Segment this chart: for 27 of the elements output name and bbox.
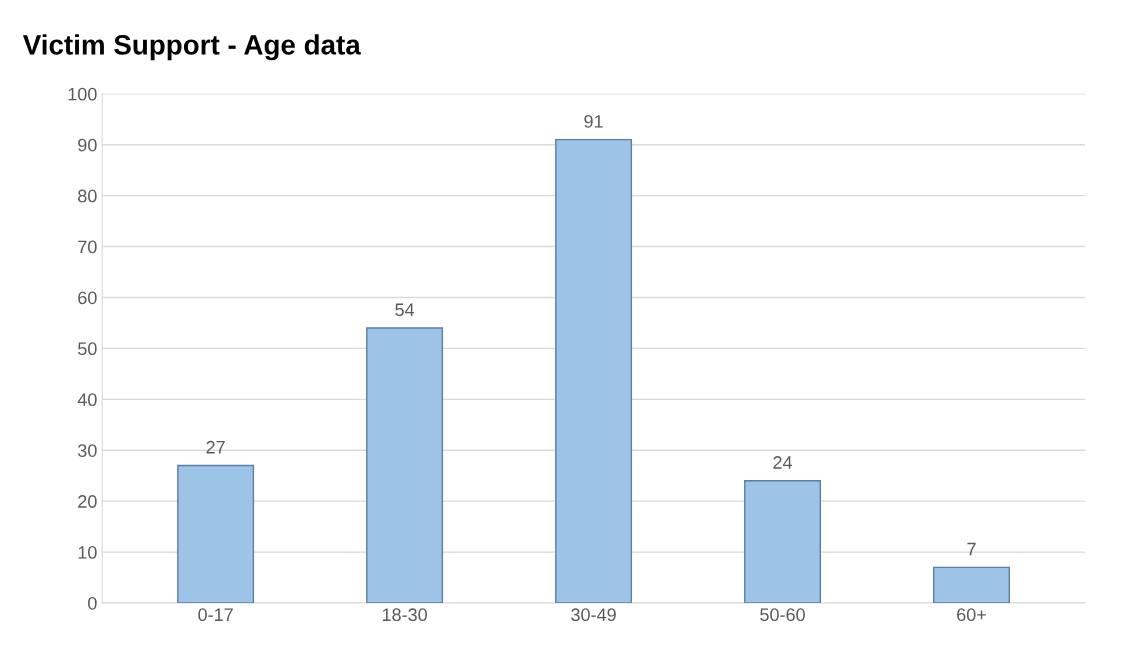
x-tick-label: 30-49 (571, 608, 616, 622)
x-tick-label: 60+ (957, 608, 986, 622)
data-label: 27 (206, 440, 225, 454)
data-label: 7 (967, 542, 976, 556)
chart-title: Victim Support - Age data (22, 34, 361, 61)
bar (366, 327, 444, 603)
y-tick-label: 70 (78, 240, 97, 254)
x-tick-label: 0-17 (198, 608, 233, 622)
data-label: 24 (773, 456, 793, 469)
y-tick-label: 50 (78, 342, 97, 356)
bar (177, 464, 255, 603)
y-tick-label: 30 (77, 444, 97, 457)
data-label: 91 (584, 114, 603, 128)
y-tick-label: 0 (88, 596, 97, 610)
y-tick-label: 10 (78, 546, 97, 559)
y-tick-label: 20 (78, 495, 97, 508)
data-label: 54 (395, 303, 415, 317)
x-tick-label: 50-60 (760, 608, 805, 622)
y-tick-label: 90 (78, 138, 97, 152)
y-tick-label: 100 (68, 87, 97, 101)
y-tick-label: 40 (77, 393, 97, 407)
bar (555, 138, 633, 603)
y-tick-label: 60 (78, 291, 97, 305)
y-tick-label: 80 (78, 189, 97, 203)
x-tick-label: 18-30 (382, 608, 427, 622)
bar (933, 566, 1010, 603)
bar (744, 480, 822, 603)
